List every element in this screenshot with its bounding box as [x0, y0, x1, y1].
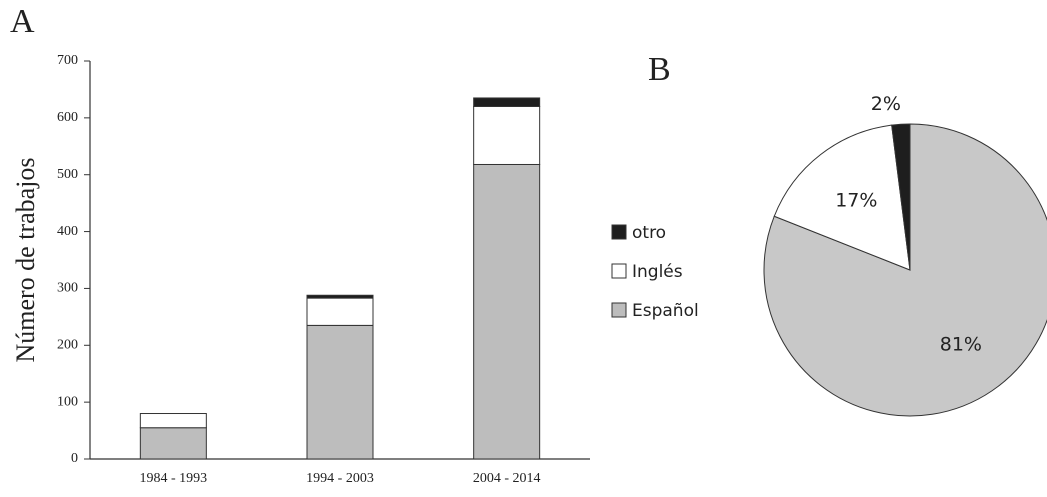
- bar-segment: [473, 105, 541, 165]
- bar-segment: [473, 163, 541, 460]
- panel-label: A: [10, 3, 35, 40]
- pie-slice: [891, 123, 911, 271]
- pie-slice: [773, 124, 911, 271]
- y-tick-label: 100: [57, 394, 78, 409]
- y-axis-label: Número de trabajos: [11, 157, 40, 362]
- bar-segment: [139, 427, 207, 460]
- pie-slice: [763, 123, 1047, 417]
- pie-label: 2%: [871, 93, 901, 115]
- bar-segment: [306, 324, 374, 460]
- legend-label: otro: [632, 223, 666, 243]
- legend-label: Inglés: [632, 262, 683, 282]
- x-tick-label: 2004 - 2014: [473, 471, 541, 486]
- x-tick-label: 1994 - 2003: [306, 471, 374, 486]
- y-tick-label: 400: [57, 224, 78, 239]
- y-tick-label: 200: [57, 338, 78, 353]
- legend-label: Español: [632, 301, 699, 321]
- y-tick-label: 600: [57, 110, 78, 125]
- y-tick-label: 700: [57, 53, 78, 68]
- bar-segment: [306, 294, 374, 299]
- pie-label: 17%: [835, 189, 877, 211]
- legend-swatch: [611, 302, 627, 318]
- bar-segment: [139, 413, 207, 429]
- legend-swatch: [611, 263, 627, 279]
- bar-segment: [473, 97, 541, 107]
- panel-label: B: [648, 51, 671, 88]
- y-tick-label: 300: [57, 281, 78, 296]
- x-tick-label: 1984 - 1993: [139, 471, 207, 486]
- y-tick-label: 500: [57, 167, 78, 182]
- y-tick-label: 0: [71, 451, 78, 466]
- legend-swatch: [611, 224, 627, 240]
- bar-segment: [306, 297, 374, 326]
- pie-label: 81%: [940, 333, 982, 355]
